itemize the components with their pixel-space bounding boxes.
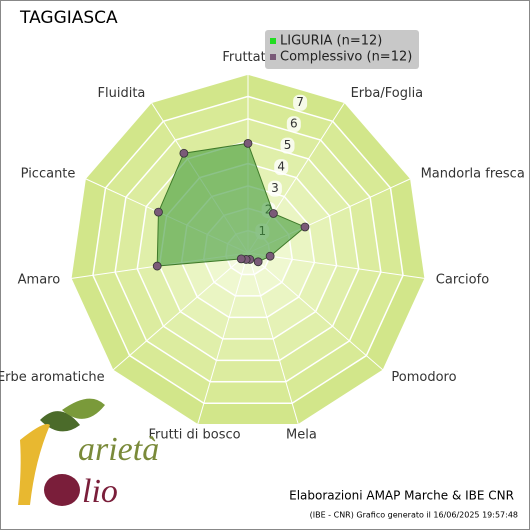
tick-label-bg [267, 180, 282, 197]
logo-word: arietà [78, 431, 159, 468]
logo: arietà lio [18, 398, 159, 510]
legend-label: LIGURIA (n=12) [280, 34, 382, 49]
category-label: Frutti di bosco [148, 428, 240, 443]
tick-label-bg [280, 137, 295, 154]
tick-label-bg [286, 116, 301, 133]
chart-title: TAGGIASCA [19, 8, 118, 28]
category-label: Amaro [18, 273, 61, 288]
data-point [269, 209, 278, 218]
y-tick-label: 3 [271, 181, 279, 195]
y-tick-label: 4 [277, 160, 285, 174]
legend-swatch [270, 38, 276, 44]
y-tick-label: 5 [284, 138, 292, 152]
y-tick-label: 6 [290, 117, 298, 131]
legend-swatch [270, 54, 276, 60]
category-label: Erba/Foglia [351, 86, 424, 101]
axis-spoke [112, 252, 249, 371]
logo-word: lio [82, 473, 118, 510]
axis-spoke [247, 252, 299, 425]
axis-spoke [247, 252, 426, 279]
data-point [300, 222, 310, 232]
data-point [152, 261, 162, 271]
marks [152, 138, 310, 271]
category-label: Carciofo [436, 273, 489, 288]
data-point [253, 257, 263, 267]
category-label: Fruttato [222, 50, 273, 65]
category-label: Piccante [21, 167, 76, 182]
y-tick-label: 7 [296, 95, 304, 109]
category-label: Mandorla fresca [421, 167, 525, 182]
legend-box [265, 30, 419, 69]
footnote: (IBE - CNR) Grafico generato il 16/06/20… [310, 511, 518, 520]
axis-spoke [247, 252, 384, 371]
category-label: Fluidita [98, 86, 146, 101]
tick-label-bg [274, 159, 289, 176]
legend-label: Complessivo (n=12) [280, 50, 412, 65]
legend: LIGURIA (n=12)Complessivo (n=12) [270, 34, 412, 65]
data-point [265, 251, 275, 261]
data-point [179, 148, 189, 158]
credit: Elaborazioni AMAP Marche & IBE CNR [289, 489, 514, 503]
data-point [154, 207, 163, 217]
data-point [236, 254, 246, 264]
category-label: Mela [286, 428, 317, 443]
tick-label-bg [293, 94, 308, 111]
axis-spoke [197, 252, 249, 425]
category-label: Pomodoro [391, 370, 456, 385]
data-point [243, 138, 253, 148]
category-label: Erbe aromatiche [0, 370, 105, 385]
